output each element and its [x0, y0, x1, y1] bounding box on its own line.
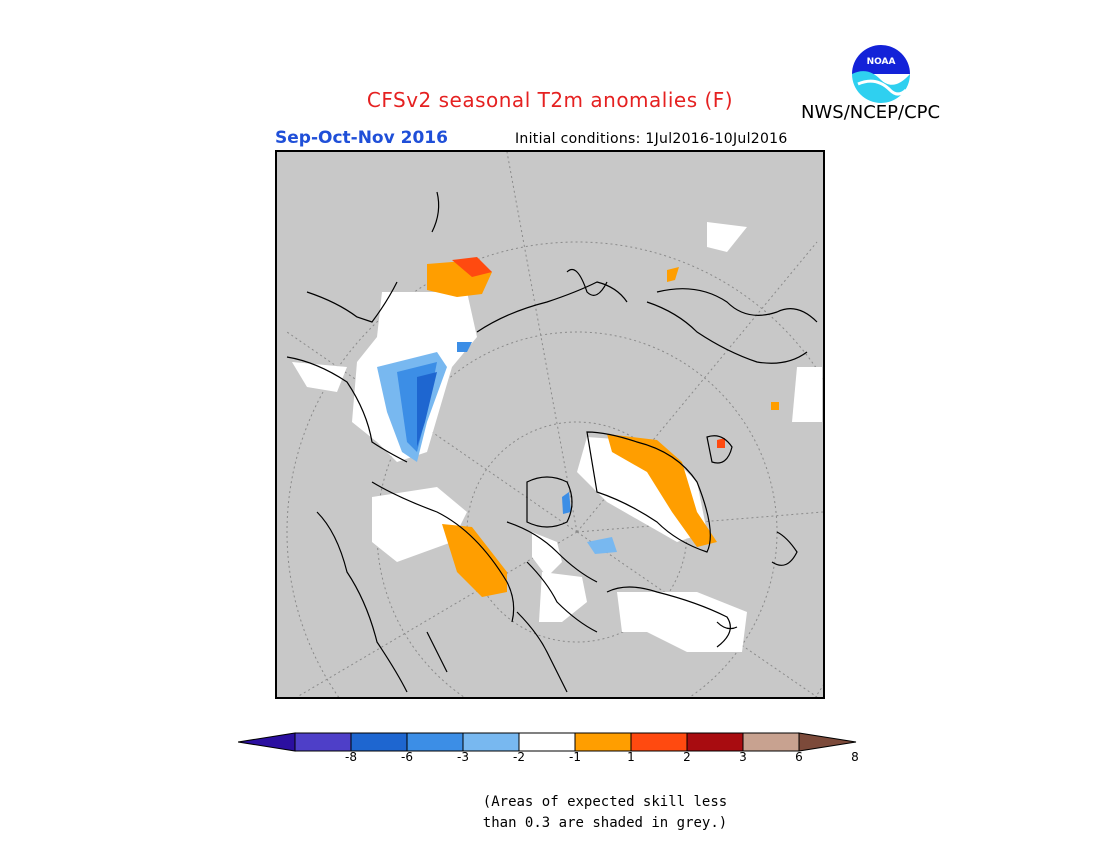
legend-bin: [686, 732, 744, 752]
legend-tick-label: -3: [457, 750, 469, 764]
legend-bin: [406, 732, 464, 752]
cold-anomaly-areas: [377, 342, 617, 554]
skill-note-line2: than 0.3 are shaded in grey.): [482, 815, 728, 831]
legend-tick-label: -2: [513, 750, 525, 764]
skill-note: (Areas of expected skill less than 0.3 a…: [470, 792, 740, 834]
legend-tick-label: 6: [795, 750, 803, 764]
legend-tick-label: 1: [627, 750, 635, 764]
legend-tick-label: -6: [401, 750, 413, 764]
map-title: CFSv2 seasonal T2m anomalies (F): [366, 88, 734, 112]
legend-bin: [350, 732, 408, 752]
legend-arrow-low: [238, 732, 296, 752]
legend-bin: [742, 732, 800, 752]
legend-bin: [294, 732, 352, 752]
legend-arrow-high: [798, 732, 857, 752]
legend-ticks: -8 -6 -3 -2 -1 1 2 3 6 8: [238, 750, 878, 770]
legend-tick-label: 2: [683, 750, 691, 764]
season-label: Sep-Oct-Nov 2016: [275, 128, 448, 148]
legend-bin: [462, 732, 520, 752]
legend-tick-label: -1: [569, 750, 581, 764]
agency-label: NWS/NCEP/CPC: [801, 102, 941, 123]
legend-tick-label: 8: [851, 750, 859, 764]
legend-tick-label: -8: [345, 750, 357, 764]
polar-anomaly-map: [275, 150, 825, 699]
legend-bin: [518, 732, 576, 752]
initial-conditions-label: Initial conditions: 1Jul2016-10Jul2016: [515, 131, 788, 147]
legend-tick-label: 3: [739, 750, 747, 764]
noaa-logo: NOAA: [846, 40, 916, 106]
color-legend: [238, 732, 857, 752]
coastlines: [286, 191, 818, 693]
warm-anomaly-areas: [427, 257, 779, 597]
legend-bin: [630, 732, 688, 752]
noaa-logo-text: NOAA: [867, 57, 896, 67]
skill-note-line1: (Areas of expected skill less: [482, 794, 728, 810]
legend-bin: [574, 732, 632, 752]
